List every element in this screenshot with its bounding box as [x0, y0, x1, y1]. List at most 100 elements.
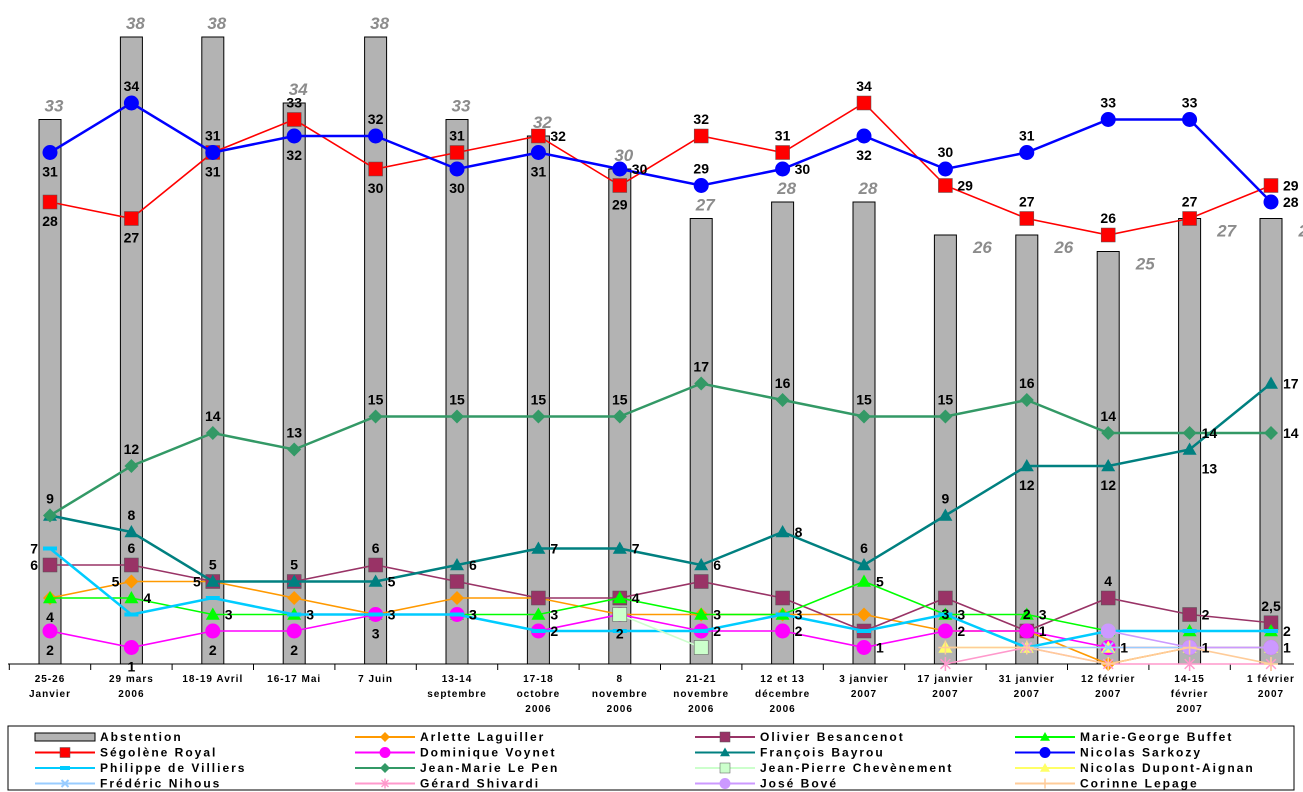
x-tick-label-line: novembre: [673, 689, 729, 700]
data-label: 6: [860, 540, 868, 556]
legend-item-corinne-lepage: Corinne Lepage: [1015, 777, 1197, 791]
x-tick-label-line: 31 janvier: [999, 674, 1055, 685]
x-tick-label-line: 12 février: [1081, 674, 1135, 685]
data-label: 6: [372, 540, 380, 556]
data-label: 2,5: [1261, 598, 1281, 614]
data-label: 3: [306, 607, 314, 623]
series-point: [937, 161, 953, 177]
series-point: [775, 612, 790, 617]
legend-item-nicolas-dupont-aignan: Nicolas Dupont-Aignan: [1015, 761, 1253, 775]
x-tick-label: 18-19 Avril: [182, 674, 243, 685]
series-point: [938, 409, 953, 424]
series-point: [694, 607, 709, 620]
series-point: [1264, 657, 1278, 671]
series-point: [938, 590, 953, 606]
x-tick-label-line: 17 janvier: [917, 674, 973, 685]
series-point: [368, 612, 383, 617]
x-tick-label-line: 2006: [525, 704, 551, 715]
data-label: 30: [368, 180, 384, 196]
x-tick-label-line: Janvier: [29, 689, 71, 700]
legend-label: Philippe de Villiers: [100, 761, 246, 775]
legend-item-olivier-besancenot: Olivier Besancenot: [695, 730, 903, 744]
series-point: [1019, 459, 1034, 472]
abstention-value-label: 38: [126, 14, 145, 33]
data-label: 29: [612, 197, 628, 213]
series-francois-bayrou: [43, 376, 1278, 587]
legend-label: Gérard Shivardi: [420, 777, 540, 791]
data-label: 2: [46, 642, 54, 658]
data-label: 26: [1100, 210, 1116, 226]
legend-label: Marie-George Buffet: [1080, 730, 1233, 744]
series-point: [1263, 178, 1279, 193]
data-label: 16: [775, 375, 791, 391]
series-point: [857, 574, 871, 587]
x-tick-label-line: octobre: [517, 689, 561, 700]
series-corinne-lepage: [938, 640, 1278, 671]
data-label: 31: [42, 164, 58, 180]
data-label: 4: [46, 609, 54, 625]
data-label: 33: [1100, 95, 1116, 111]
abstention-labels: 33 38 38 34 38 33 32 30 27 28 28 26 26 25 27 27: [45, 14, 1303, 274]
series-point: [857, 607, 871, 622]
data-label: 2: [1023, 606, 1031, 622]
x-tick-label-line: 2006: [118, 689, 144, 700]
data-label: 27: [124, 230, 140, 246]
series-point: [368, 557, 383, 573]
legend-label: Arlette Laguiller: [420, 730, 545, 744]
data-label: 6: [469, 557, 477, 573]
data-label: 5: [290, 557, 298, 573]
data-label: 3: [1039, 607, 1047, 623]
data-label: 27: [1019, 194, 1035, 210]
series-point: [449, 574, 465, 589]
series-point: [775, 623, 791, 639]
series-point: [1184, 657, 1196, 671]
legend-marker: [60, 766, 70, 770]
data-label: 12: [124, 441, 140, 457]
x-tick-label: 17 janvier 2007: [917, 674, 973, 700]
data-label: 3: [957, 607, 965, 623]
data-label: 32: [286, 147, 302, 163]
x-tick-label-line: 25-26: [35, 674, 66, 685]
series-point: [938, 178, 953, 193]
data-label: 1: [1120, 640, 1128, 656]
legend-item-abstention: Abstention: [34, 730, 181, 744]
legend-marker: [380, 732, 390, 742]
series-point: [1101, 657, 1116, 671]
abstention-value-label: 28: [776, 179, 796, 198]
data-label: 2: [616, 626, 624, 642]
series-point: [205, 596, 220, 600]
data-label: 3: [225, 607, 233, 623]
series-point: [124, 525, 139, 538]
legend-item-segolene-royal: Ségolène Royal: [35, 746, 217, 760]
series-point: [124, 459, 139, 473]
legend-label: Nicolas Sarkozy: [1080, 746, 1202, 760]
series-point: [531, 409, 546, 424]
data-label: 17: [1283, 376, 1299, 392]
series-point: [368, 409, 383, 424]
series-point: [449, 161, 465, 177]
data-label: 34: [856, 78, 872, 94]
series-point: [286, 112, 302, 127]
series-point: [612, 591, 627, 604]
x-tick-label: 1 février 2007: [1247, 674, 1295, 700]
legend-item-arlette-laguiller: Arlette Laguiller: [355, 730, 545, 744]
series-point: [856, 95, 872, 111]
legend-marker: [380, 763, 390, 773]
data-label: 9: [942, 491, 950, 507]
legend-label: Ségolène Royal: [100, 746, 217, 760]
data-label: 7: [632, 541, 640, 557]
legend-label: Dominique Voynet: [420, 746, 556, 760]
legend-marker: [1039, 747, 1051, 758]
series-point: [612, 409, 627, 424]
series-olivier-besancenot: [42, 557, 1279, 639]
series-point: [1264, 376, 1278, 389]
x-tick-label-line: 2006: [688, 704, 714, 715]
data-label: 2: [795, 623, 803, 639]
x-tick-label-line: 18-19 Avril: [182, 674, 243, 685]
data-label: 32: [550, 128, 566, 144]
series-point: [43, 508, 57, 523]
data-label: 15: [449, 392, 465, 408]
data-label: 5: [209, 557, 217, 573]
data-label: 7: [550, 541, 558, 557]
data-label: 5: [112, 574, 120, 590]
